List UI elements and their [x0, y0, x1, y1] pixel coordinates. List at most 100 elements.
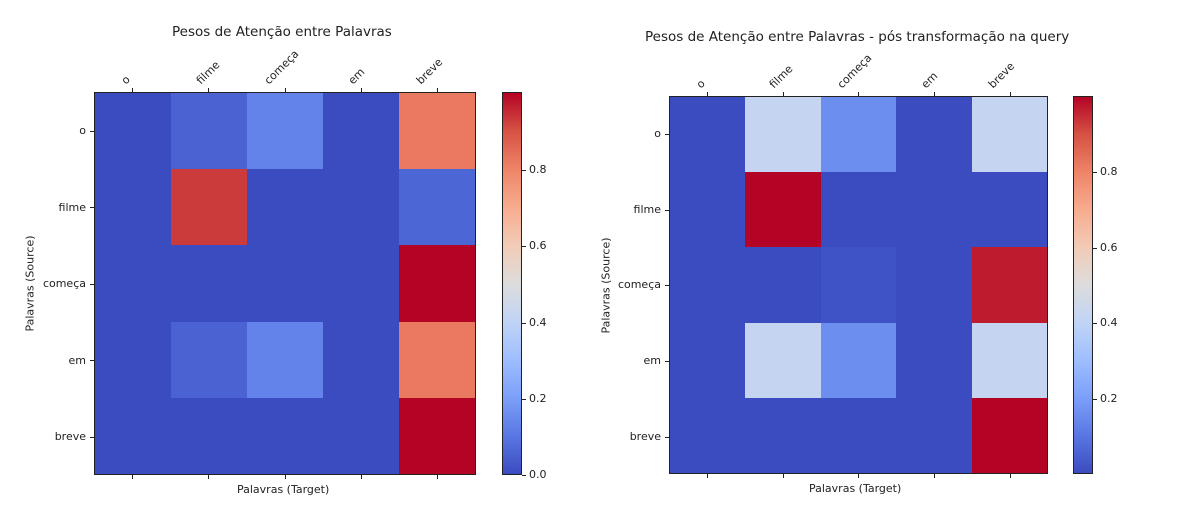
- chart-title: Pesos de Atenção entre Palavras - pós tr…: [645, 29, 1070, 45]
- heatmap-cell: [820, 247, 897, 323]
- x-tick-mark: [934, 474, 935, 478]
- y-tick-mark: [90, 437, 94, 438]
- y-tick-mark: [665, 361, 669, 362]
- y-tick-label: filme: [633, 203, 661, 216]
- x-tick-mark: [437, 88, 438, 92]
- colorbar-tick-label: 0.8: [1100, 165, 1118, 178]
- heatmap: [94, 92, 476, 475]
- heatmap-cell: [247, 321, 323, 398]
- x-tick-mark: [858, 92, 859, 96]
- heatmap-cell: [745, 172, 821, 248]
- x-tick-mark: [783, 92, 784, 96]
- y-tick-label: começa: [42, 277, 86, 290]
- heatmap-cell: [745, 97, 821, 173]
- x-tick-mark: [132, 475, 133, 479]
- x-tick-mark: [783, 474, 784, 478]
- x-tick-mark: [132, 88, 133, 92]
- heatmap-cell: [971, 172, 1047, 248]
- y-tick-mark: [90, 284, 94, 285]
- colorbar-tick-label: 0.8: [529, 163, 547, 176]
- colorbar-tick: [522, 399, 526, 400]
- heatmap-cell: [745, 397, 821, 473]
- heatmap-cell: [745, 247, 821, 323]
- heatmap-cell: [171, 321, 247, 398]
- heatmap-cell: [323, 245, 399, 322]
- heatmap-cell: [670, 397, 746, 473]
- colorbar-tick: [1093, 248, 1097, 249]
- y-tick-label: começa: [617, 278, 661, 291]
- heatmap-cell: [670, 247, 746, 323]
- heatmap-cell: [971, 247, 1047, 323]
- heatmap-cell: [171, 169, 247, 246]
- heatmap-cell: [247, 169, 323, 246]
- colorbar-tick: [522, 246, 526, 247]
- heatmap-cell: [670, 322, 746, 398]
- colorbar: [1073, 96, 1093, 474]
- y-tick-mark: [665, 210, 669, 211]
- heatmap-cell: [247, 397, 323, 474]
- heatmap-cell: [896, 397, 972, 473]
- x-tick-mark: [437, 475, 438, 479]
- y-tick-mark: [90, 131, 94, 132]
- y-tick-mark: [90, 360, 94, 361]
- y-tick-label: em: [643, 354, 661, 367]
- heatmap-cell: [323, 397, 399, 474]
- y-tick-mark: [665, 134, 669, 135]
- heatmap-cell: [399, 245, 475, 322]
- x-tick-mark: [934, 92, 935, 96]
- heatmap-cell: [95, 245, 171, 322]
- heatmap-cell: [820, 322, 897, 398]
- colorbar-tick-label: 0.4: [1100, 316, 1118, 329]
- left-chart-panel: Pesos de Atenção entre Palavras o filme …: [24, 24, 547, 496]
- heatmap-cell: [820, 172, 897, 248]
- heatmap-cell: [323, 93, 399, 170]
- y-tick-label: o: [654, 127, 661, 140]
- y-tick-label: filme: [58, 201, 86, 214]
- heatmap-cell: [670, 172, 746, 248]
- x-tick-label: breve: [985, 59, 1018, 91]
- heatmap-cell: [896, 172, 972, 248]
- x-tick-mark: [285, 88, 286, 92]
- y-tick-label: breve: [54, 430, 86, 443]
- heatmap-cell: [95, 169, 171, 246]
- colorbar-tick-label: 0.4: [529, 316, 547, 329]
- colorbar-tick-label: 0.6: [529, 239, 547, 252]
- x-tick-label: o: [693, 77, 708, 91]
- colorbar-tick: [522, 323, 526, 324]
- heatmap-cell: [670, 97, 746, 173]
- colorbar-tick-label: 0.6: [1100, 241, 1118, 254]
- x-tick-label: começa: [834, 51, 875, 91]
- colorbar-tick: [1093, 172, 1097, 173]
- heatmap-cell: [399, 93, 475, 170]
- heatmap-cell: [323, 169, 399, 246]
- x-tick-mark: [1010, 92, 1011, 96]
- x-tick-mark: [285, 475, 286, 479]
- heatmap-cell: [896, 247, 972, 323]
- chart-title: Pesos de Atenção entre Palavras: [172, 24, 392, 40]
- x-tick-label: filme: [766, 62, 796, 91]
- heatmap-cell: [171, 245, 247, 322]
- heatmap-cell: [896, 322, 972, 398]
- colorbar-tick: [522, 475, 526, 476]
- x-axis-label: Palavras (Target): [237, 483, 330, 496]
- y-tick-mark: [90, 207, 94, 208]
- heatmap-cell: [971, 397, 1047, 473]
- colorbar-tick-label: 0.2: [529, 392, 547, 405]
- heatmap-cell: [95, 397, 171, 474]
- heatmap-cell: [171, 93, 247, 170]
- x-axis-label: Palavras (Target): [809, 482, 902, 495]
- heatmap-cell: [95, 321, 171, 398]
- heatmap-cell: [399, 169, 475, 246]
- heatmap-cell: [820, 97, 897, 173]
- colorbar-tick: [1093, 323, 1097, 324]
- colorbar-tick: [522, 170, 526, 171]
- heatmap-cell: [247, 93, 323, 170]
- heatmap-cell: [820, 397, 897, 473]
- colorbar-tick-label: 0.2: [1100, 392, 1118, 405]
- heatmap-cell: [171, 397, 247, 474]
- heatmap: [669, 96, 1048, 474]
- heatmap-cell: [971, 322, 1047, 398]
- x-tick-mark: [858, 474, 859, 478]
- colorbar-tick: [1093, 399, 1097, 400]
